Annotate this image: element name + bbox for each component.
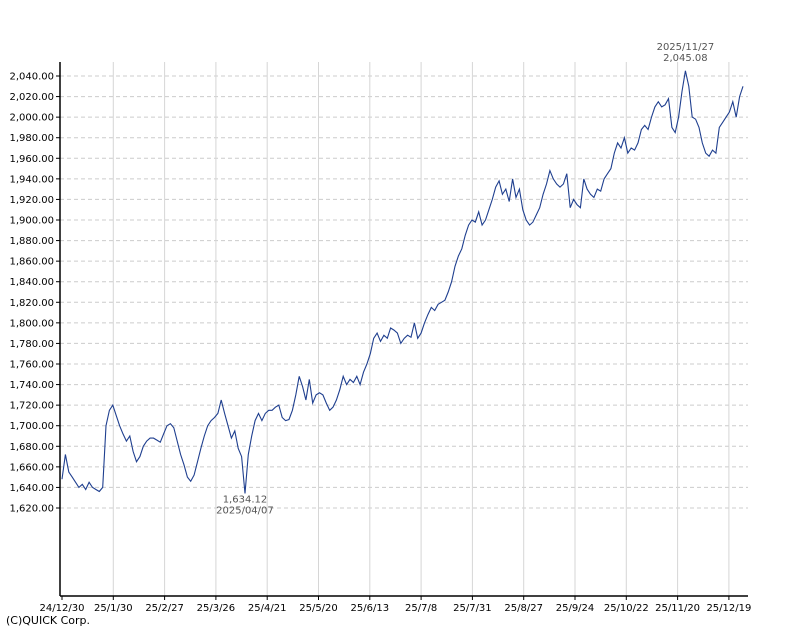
x-ticks: 24/12/30 25/1/30 25/2/27 25/3/26 25/4/21 25/5… [40, 596, 751, 614]
y-tick-label: 1,720.00 [9, 401, 54, 412]
annotation-line2: 2,045.08 [663, 53, 708, 64]
x-tick-label: 25/5/20 [299, 603, 338, 614]
x-tick-label: 25/3/26 [197, 603, 236, 614]
x-tick-label: 25/1/30 [94, 603, 133, 614]
y-tick-label: 1,620.00 [9, 504, 54, 515]
y-tick-label: 1,840.00 [9, 277, 54, 288]
x-tick-label: 25/7/31 [453, 603, 492, 614]
y-tick-label: 1,920.00 [9, 195, 54, 206]
x-grid [112, 62, 730, 596]
x-tick-label: 25/2/27 [145, 603, 184, 614]
y-tick-label: 1,640.00 [9, 483, 54, 494]
y-tick-label: 1,780.00 [9, 339, 54, 350]
y-tick-label: 1,760.00 [9, 360, 54, 371]
y-tick-label: 1,740.00 [9, 380, 54, 391]
y-tick-label: 2,000.00 [9, 113, 54, 124]
x-tick-label: 24/12/30 [40, 603, 85, 614]
y-tick-label: 1,980.00 [9, 133, 54, 144]
series-line [61, 70, 744, 494]
annotation-line1: 2025/11/27 [657, 42, 715, 53]
y-ticks: 1,620.00 1,640.00 1,660.00 1,680.00 1,700.00… [9, 72, 60, 515]
y-tick-label: 1,860.00 [9, 257, 54, 268]
y-tick-label: 2,020.00 [9, 92, 54, 103]
y-tick-label: 1,800.00 [9, 318, 54, 329]
y-tick-label: 1,960.00 [9, 154, 54, 165]
annotation-line2: 2025/04/07 [216, 505, 274, 516]
copyright-credit: (C)QUICK Corp. [6, 614, 91, 627]
y-tick-label: 1,660.00 [9, 462, 54, 473]
y-tick-label: 2,040.00 [9, 72, 54, 83]
y-tick-label: 1,880.00 [9, 236, 54, 247]
x-tick-label: 25/11/20 [655, 603, 700, 614]
y-tick-label: 1,700.00 [9, 421, 54, 432]
x-tick-label: 25/9/24 [556, 603, 595, 614]
y-grid [60, 75, 748, 509]
x-tick-label: 25/7/8 [405, 603, 437, 614]
x-tick-label: 25/4/21 [248, 603, 287, 614]
x-tick-label: 25/10/22 [604, 603, 649, 614]
y-tick-label: 1,820.00 [9, 298, 54, 309]
x-tick-label: 25/6/13 [351, 603, 390, 614]
annotation-line1: 1,634.12 [223, 494, 268, 505]
y-tick-label: 1,680.00 [9, 442, 54, 453]
y-tick-label: 1,940.00 [9, 174, 54, 185]
x-tick-label: 25/12/19 [706, 603, 751, 614]
y-tick-label: 1,900.00 [9, 216, 54, 227]
x-tick-label: 25/8/27 [504, 603, 543, 614]
